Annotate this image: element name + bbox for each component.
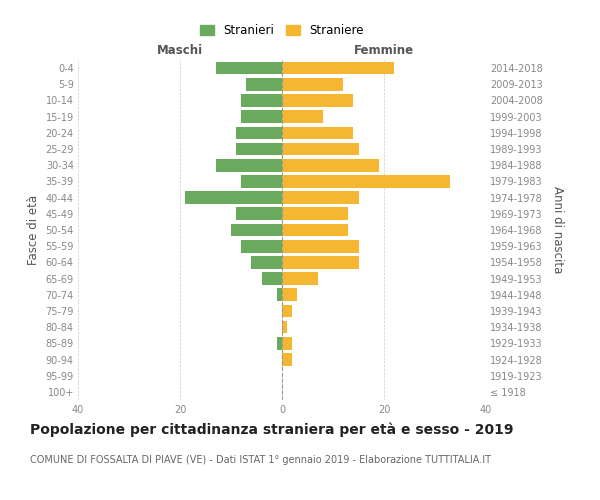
Bar xyxy=(251,256,282,268)
Bar xyxy=(282,175,451,188)
Bar xyxy=(236,208,282,220)
Bar xyxy=(277,288,282,301)
Text: COMUNE DI FOSSALTA DI PIAVE (VE) - Dati ISTAT 1° gennaio 2019 - Elaborazione TUT: COMUNE DI FOSSALTA DI PIAVE (VE) - Dati … xyxy=(30,455,491,465)
Bar xyxy=(277,337,282,349)
Bar xyxy=(282,142,359,156)
Bar xyxy=(282,62,394,74)
Bar xyxy=(282,208,349,220)
Bar xyxy=(185,192,282,204)
Bar xyxy=(282,159,379,172)
Bar xyxy=(282,337,292,349)
Bar xyxy=(236,126,282,139)
Bar xyxy=(236,142,282,156)
Bar xyxy=(282,321,287,334)
Bar xyxy=(282,224,349,236)
Text: Popolazione per cittadinanza straniera per età e sesso - 2019: Popolazione per cittadinanza straniera p… xyxy=(30,422,514,437)
Bar xyxy=(282,240,359,252)
Bar xyxy=(282,272,318,285)
Bar xyxy=(247,78,282,90)
Bar xyxy=(241,94,282,107)
Bar xyxy=(282,353,292,366)
Y-axis label: Fasce di età: Fasce di età xyxy=(27,195,40,265)
Bar xyxy=(262,272,282,285)
Bar xyxy=(282,256,359,268)
Bar xyxy=(282,110,323,123)
Bar xyxy=(241,240,282,252)
Bar xyxy=(282,304,292,318)
Bar xyxy=(282,192,359,204)
Bar xyxy=(282,126,353,139)
Bar xyxy=(282,94,353,107)
Text: Femmine: Femmine xyxy=(354,44,414,57)
Bar xyxy=(216,62,282,74)
Bar xyxy=(231,224,282,236)
Bar xyxy=(241,175,282,188)
Bar xyxy=(241,110,282,123)
Bar xyxy=(282,78,343,90)
Text: Maschi: Maschi xyxy=(157,44,203,57)
Y-axis label: Anni di nascita: Anni di nascita xyxy=(551,186,564,274)
Bar xyxy=(282,288,298,301)
Legend: Stranieri, Straniere: Stranieri, Straniere xyxy=(196,20,368,40)
Bar xyxy=(216,159,282,172)
